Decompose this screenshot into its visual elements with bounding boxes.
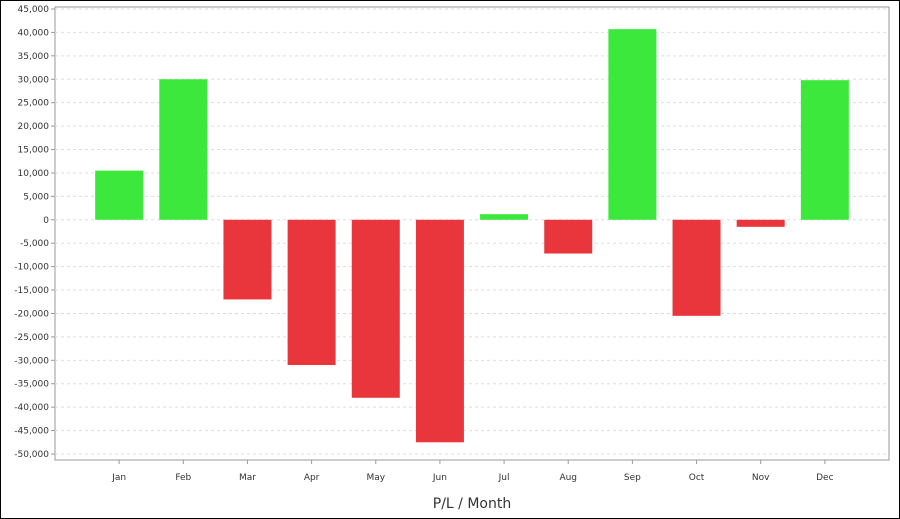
x-tick-label: Feb — [175, 473, 191, 483]
y-tick-label: -35,000 — [14, 380, 49, 390]
y-tick-label: -40,000 — [14, 403, 49, 413]
bar-apr — [287, 219, 336, 365]
y-tick-label: -20,000 — [14, 309, 49, 319]
bar-feb — [159, 79, 208, 220]
y-tick-label: -50,000 — [14, 450, 49, 460]
y-tick-label: -45,000 — [14, 427, 49, 437]
x-tick-label: Apr — [304, 473, 320, 483]
bar-jan — [95, 170, 144, 220]
x-tick-label: Nov — [752, 473, 770, 483]
x-tick-label: Dec — [816, 473, 833, 483]
y-tick-label: -15,000 — [14, 286, 49, 296]
bar-oct — [672, 219, 721, 316]
x-tick-label: Sep — [624, 473, 641, 483]
y-tick-label: 0 — [43, 216, 49, 226]
x-tick-label: Jul — [498, 473, 510, 483]
x-tick-label: Mar — [239, 473, 256, 483]
y-tick-label: 5,000 — [23, 192, 49, 202]
plot-area — [54, 6, 890, 461]
bar-dec — [800, 80, 849, 220]
bar-jun — [415, 219, 464, 443]
y-tick-label: 15,000 — [18, 146, 50, 156]
grid-lines — [55, 8, 889, 455]
bar-aug — [544, 219, 593, 254]
bar-may — [351, 219, 400, 398]
y-tick-label: -30,000 — [14, 356, 49, 366]
y-axis: 45,000 40,000 35,000 30,000 25,000 20,000 15,0… — [14, 5, 55, 460]
y-tick-label: -10,000 — [14, 263, 49, 273]
x-axis-label: P/L / Month — [433, 496, 511, 512]
y-tick-label: 25,000 — [18, 99, 50, 109]
y-tick-label: 10,000 — [18, 169, 50, 179]
bar-sep — [608, 29, 657, 220]
bar-jul — [480, 214, 529, 220]
y-tick-label: 20,000 — [18, 122, 50, 132]
y-tick-label: 45,000 — [18, 5, 50, 15]
y-tick-label: 40,000 — [18, 28, 50, 38]
bar-nov — [736, 219, 785, 227]
y-tick-label: 30,000 — [18, 75, 50, 85]
bar-mar — [223, 219, 272, 300]
x-tick-label: Oct — [689, 473, 705, 483]
x-tick-label: Jun — [432, 473, 447, 483]
x-tick-label: May — [366, 473, 385, 483]
y-tick-label: 35,000 — [18, 52, 50, 62]
bars — [95, 29, 849, 443]
y-tick-label: -25,000 — [14, 333, 49, 343]
x-axis: Jan Feb Mar Apr May Jun Jul Aug Sep Oct Nov Dec — [111, 460, 834, 483]
x-tick-label: Aug — [559, 473, 577, 483]
x-tick-label: Jan — [111, 473, 126, 483]
y-tick-label: -5,000 — [20, 239, 49, 249]
